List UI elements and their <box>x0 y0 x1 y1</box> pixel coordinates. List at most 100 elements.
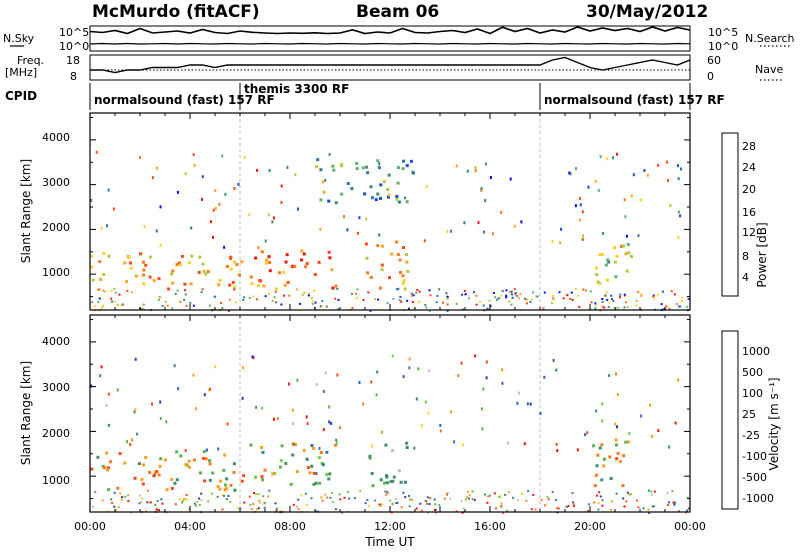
echo-cell <box>148 275 152 279</box>
echo-cell <box>240 260 244 264</box>
echo-cell <box>249 503 252 506</box>
echo-cell <box>606 278 609 282</box>
echo-cell <box>480 187 483 190</box>
echo-cell <box>288 294 291 297</box>
echo-cell <box>212 208 215 212</box>
echo-cell <box>446 229 449 233</box>
echo-cell <box>405 253 408 257</box>
echo-cell <box>396 288 399 291</box>
echo-cell <box>416 288 419 291</box>
echo-cell <box>268 489 271 492</box>
echo-cell <box>643 169 646 172</box>
echo-cell <box>530 508 533 511</box>
echo-cell <box>255 493 258 496</box>
echo-cell <box>680 167 682 171</box>
echo-cell <box>439 423 442 427</box>
echo-cell <box>293 265 297 268</box>
echo-cell <box>190 226 193 230</box>
freq-right-tick-top: 60 <box>707 54 721 67</box>
vel-cbar-tick-neg1000: -1000 <box>742 492 774 505</box>
xtick-8: 08:00 <box>274 520 306 533</box>
echo-cell <box>363 192 367 196</box>
power-ytick-4000: 4000 <box>42 131 70 144</box>
echo-cell <box>677 210 680 214</box>
echo-cell <box>385 493 388 496</box>
echo-cell <box>339 498 342 501</box>
echo-cell <box>248 297 251 299</box>
echo-cell <box>184 293 187 296</box>
echo-cell <box>97 301 100 304</box>
echo-cell <box>289 482 293 486</box>
echo-cell <box>405 441 409 445</box>
echo-cell <box>103 466 107 470</box>
echo-cell <box>672 501 675 504</box>
echo-cell <box>209 220 212 224</box>
echo-cell <box>500 502 503 505</box>
echo-cell <box>595 273 599 277</box>
echo-cell <box>279 465 282 469</box>
echo-cell <box>251 355 254 359</box>
echo-cell <box>221 494 224 497</box>
echo-cell <box>603 306 606 309</box>
noise-right-tick-top: 10^5 <box>708 26 738 39</box>
echo-cell <box>315 383 318 387</box>
echo-cell <box>479 300 482 303</box>
echo-cell <box>212 235 214 239</box>
echo-cell <box>254 256 258 260</box>
echo-cell <box>321 463 325 467</box>
x-axis-label: Time UT <box>364 535 415 549</box>
echo-cell <box>626 440 630 444</box>
echo-cell <box>261 406 264 410</box>
echo-cell <box>101 307 104 310</box>
echo-cell <box>139 156 142 159</box>
echo-cell <box>630 194 633 198</box>
echo-cell <box>640 293 643 296</box>
echo-cell <box>439 429 442 433</box>
echo-cell <box>157 298 160 301</box>
cpid-segment-1: normalsound (fast) 157 RF <box>94 93 275 107</box>
echo-cell <box>622 244 625 248</box>
echo-cell <box>576 448 579 452</box>
echo-cell <box>679 214 682 218</box>
echo-cell <box>217 283 221 287</box>
echo-cell <box>107 188 110 192</box>
echo-cell <box>370 196 374 200</box>
echo-cell <box>101 499 104 502</box>
echo-cell <box>614 422 617 426</box>
echo-cell <box>341 511 344 514</box>
echo-cell <box>674 421 677 425</box>
echo-cell <box>426 496 429 499</box>
echo-cell <box>378 233 381 237</box>
power-ytick-3000: 3000 <box>42 176 70 189</box>
echo-cell <box>155 507 158 510</box>
echo-cell <box>468 297 470 300</box>
echo-cell <box>276 417 279 421</box>
echo-cell <box>315 509 318 512</box>
echo-cell <box>129 443 132 446</box>
echo-cell <box>249 275 253 279</box>
echo-cell <box>314 472 318 475</box>
echo-cell <box>552 294 555 297</box>
echo-cell <box>343 215 345 219</box>
echo-cell <box>306 466 310 469</box>
echo-cell <box>551 301 553 304</box>
echo-cell <box>408 505 411 508</box>
echo-cell <box>604 263 608 267</box>
echo-cell <box>179 300 182 303</box>
echo-cell <box>311 302 314 305</box>
echo-cell <box>361 166 365 170</box>
echo-cell <box>553 298 556 301</box>
echo-cell <box>598 253 602 257</box>
echo-cell <box>526 298 529 301</box>
echo-cell <box>446 303 449 306</box>
echo-cell <box>248 495 251 498</box>
echo-cell <box>405 446 409 449</box>
echo-cell <box>174 503 177 506</box>
echo-cell <box>640 294 643 297</box>
echo-cell <box>523 442 526 446</box>
echo-cell <box>196 500 199 503</box>
echo-cell <box>214 207 217 210</box>
echo-cell <box>657 429 660 433</box>
echo-cell <box>404 196 407 200</box>
echo-cell <box>461 443 464 447</box>
